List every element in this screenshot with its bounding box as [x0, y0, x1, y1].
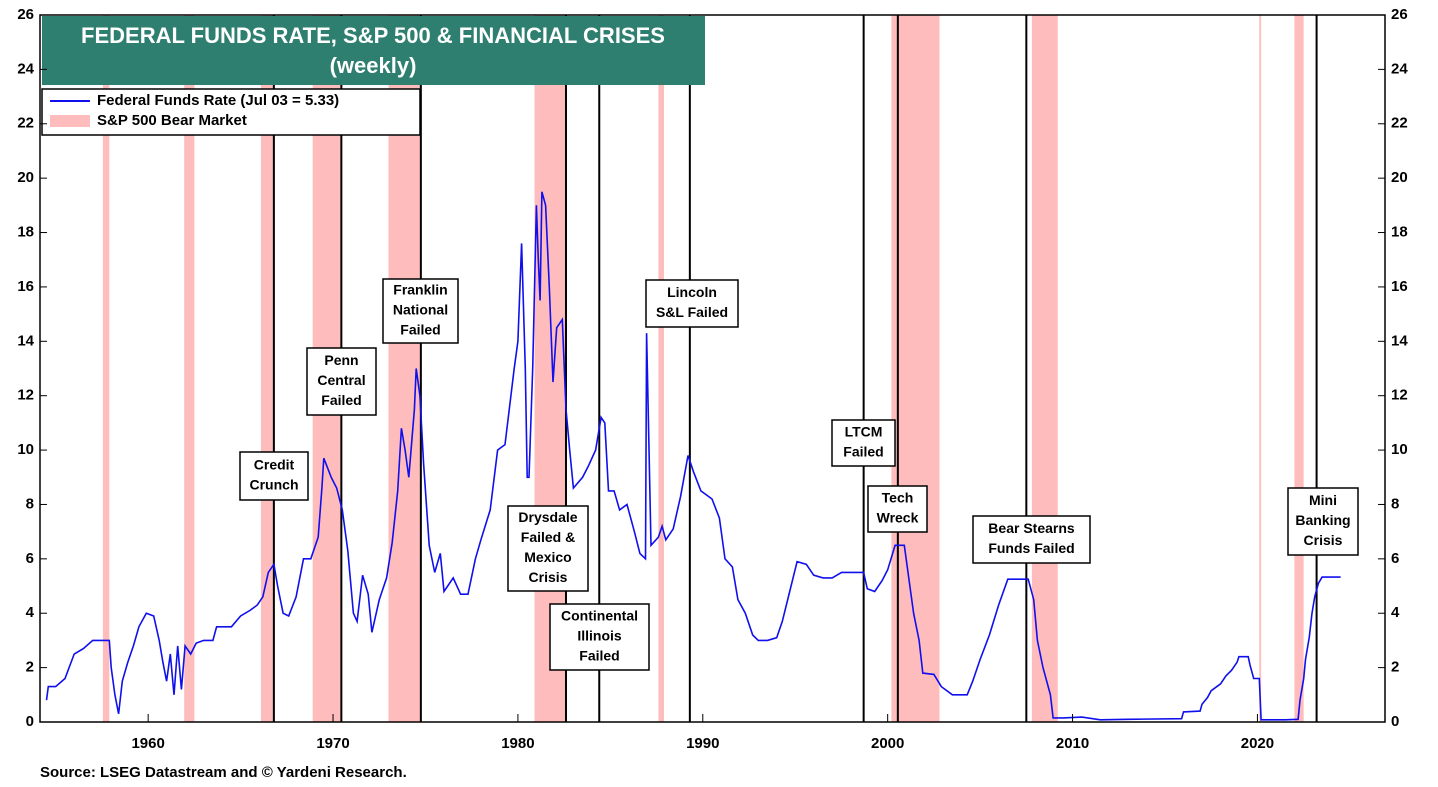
y2-tick-label: 8: [1391, 495, 1399, 512]
event-label: LTCM: [845, 424, 883, 440]
event-label: Central: [317, 372, 365, 388]
x-tick-label: 1990: [686, 735, 719, 752]
event-label: Crisis: [529, 569, 568, 585]
bear-market-band: [102, 15, 110, 722]
bear-market-band: [891, 15, 940, 722]
event-label: Funds Failed: [988, 540, 1074, 556]
y-tick-label: 22: [17, 115, 34, 132]
y2-tick-label: 22: [1391, 115, 1408, 132]
event-label: Mini: [1309, 492, 1337, 508]
event-label: S&L Failed: [656, 304, 728, 320]
source-note: Source: LSEG Datastream and © Yardeni Re…: [40, 764, 407, 781]
event-label: Tech: [882, 490, 914, 506]
bear-market-band: [1294, 15, 1304, 722]
y2-tick-label: 26: [1391, 6, 1408, 23]
event-label: Failed: [579, 648, 619, 664]
y-tick-label: 8: [26, 495, 34, 512]
event-label: Crunch: [250, 477, 299, 493]
event-label: Failed: [321, 392, 361, 408]
legend-label: Federal Funds Rate (Jul 03 = 5.33): [97, 92, 339, 109]
event-label-box: [831, 419, 896, 467]
title-box: [42, 16, 705, 85]
event-label: Drysdale: [518, 509, 577, 525]
y-tick-label: 18: [17, 224, 34, 241]
x-tick-label: 1960: [131, 735, 164, 752]
x-tick-label: 1980: [501, 735, 534, 752]
x-tick-label: 2020: [1241, 735, 1274, 752]
y-tick-label: 14: [17, 332, 34, 349]
legend-box: [41, 88, 421, 136]
y-tick-label: 10: [17, 441, 34, 458]
y2-tick-label: 14: [1391, 332, 1408, 349]
event-label-box: [645, 279, 739, 328]
x-tick-label: 1970: [316, 735, 349, 752]
bear-market-band: [184, 15, 195, 722]
event-label: Franklin: [393, 282, 447, 298]
y-tick-label: 26: [17, 6, 34, 23]
event-label: Failed: [400, 322, 440, 338]
bear-market-band: [1259, 15, 1262, 722]
y2-tick-label: 0: [1391, 713, 1399, 730]
y2-tick-label: 12: [1391, 387, 1408, 404]
event-label-box: [867, 485, 928, 533]
y-tick-label: 20: [17, 169, 34, 186]
y2-tick-label: 20: [1391, 169, 1408, 186]
legend-band-swatch: [50, 115, 90, 127]
y-tick-label: 4: [26, 604, 35, 621]
y2-tick-label: 6: [1391, 550, 1399, 567]
event-label-box: [306, 347, 377, 416]
x-tick-label: 2010: [1056, 735, 1089, 752]
y-tick-label: 16: [17, 278, 34, 295]
x-tick-label: 2000: [871, 735, 904, 752]
y2-tick-label: 10: [1391, 441, 1408, 458]
y-tick-label: 24: [17, 60, 34, 77]
y-tick-label: 2: [26, 659, 34, 676]
y2-tick-label: 2: [1391, 659, 1399, 676]
event-label: Credit: [254, 457, 295, 473]
event-label-box: [239, 451, 309, 501]
chart-subtitle: (weekly): [330, 53, 417, 78]
bear-market-band: [1031, 15, 1058, 722]
chart-title: FEDERAL FUNDS RATE, S&P 500 & FINANCIAL …: [81, 23, 665, 48]
series-line: [45, 191, 1341, 721]
event-label: Wreck: [877, 510, 919, 526]
y-tick-label: 0: [26, 713, 34, 730]
event-label-box: [972, 515, 1091, 564]
event-label-box: [1287, 487, 1359, 556]
event-label: Bear Stearns: [988, 520, 1075, 536]
event-label-box: [382, 278, 459, 344]
y2-tick-label: 4: [1391, 604, 1400, 621]
y-tick-label: 12: [17, 387, 34, 404]
legend-label: S&P 500 Bear Market: [97, 112, 247, 129]
plot-frame: [39, 14, 1386, 723]
event-label: Lincoln: [667, 284, 717, 300]
y2-tick-label: 16: [1391, 278, 1408, 295]
event-label: Crisis: [1304, 532, 1343, 548]
y2-tick-label: 24: [1391, 60, 1408, 77]
event-label: Continental: [561, 608, 638, 624]
bear-market-band: [260, 15, 274, 722]
event-label-box: [549, 603, 650, 671]
event-label: National: [393, 302, 448, 318]
bear-market-band: [658, 15, 664, 722]
event-label-box: [507, 505, 589, 592]
event-label: Mexico: [524, 549, 571, 565]
event-label: Banking: [1295, 512, 1350, 528]
event-label: Penn: [324, 352, 358, 368]
event-label: Failed: [843, 444, 883, 460]
event-label: Illinois: [577, 628, 622, 644]
event-label: Failed &: [521, 529, 575, 545]
y2-tick-label: 18: [1391, 224, 1408, 241]
y-tick-label: 6: [26, 550, 34, 567]
